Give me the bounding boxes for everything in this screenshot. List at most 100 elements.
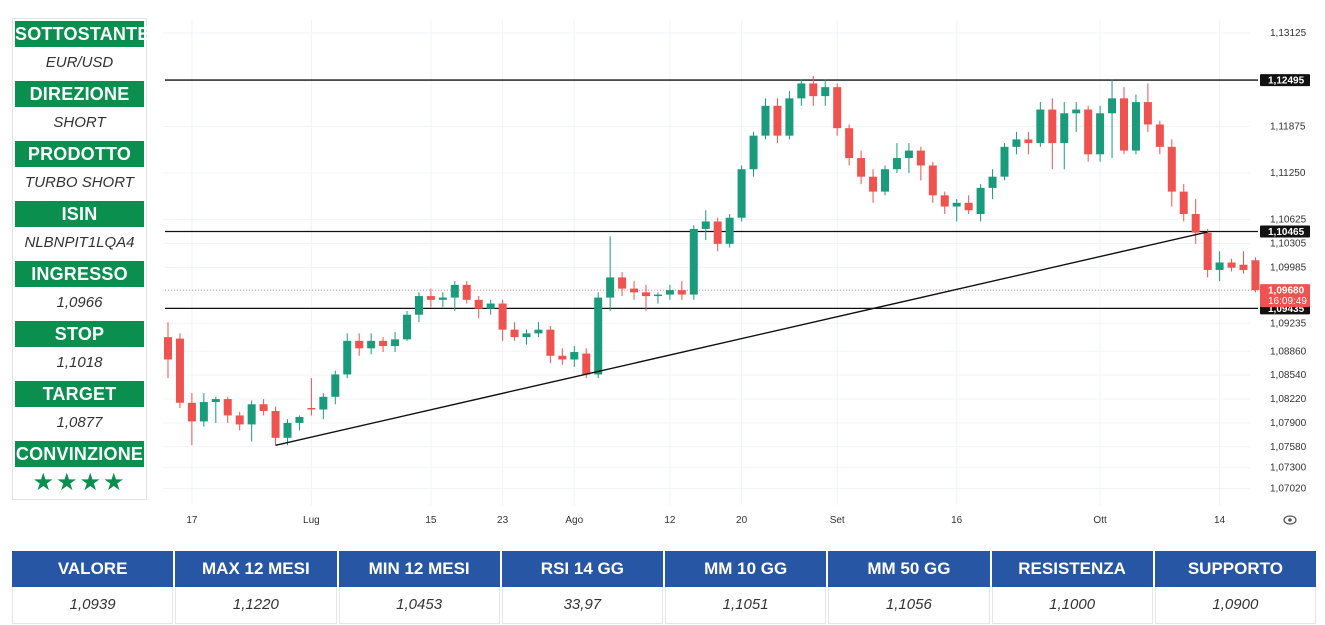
candle-body [283, 422, 292, 438]
candle [653, 292, 662, 304]
candle-body [295, 416, 304, 423]
stat-value: 1,0453 [338, 587, 500, 624]
candle [881, 165, 889, 196]
candle-body [1084, 109, 1093, 155]
candle [940, 191, 949, 214]
info-value: ★★★★ [32, 469, 127, 496]
candle-body [1167, 146, 1176, 192]
candle [725, 214, 734, 248]
x-tick-label: Set [830, 515, 845, 526]
candle-body [1239, 264, 1248, 270]
candle [1251, 257, 1260, 293]
y-tick-label: 1,11875 [1270, 121, 1306, 132]
candle [414, 292, 423, 323]
candle [630, 281, 639, 300]
info-value: 1,0877 [56, 414, 103, 431]
candle [904, 143, 913, 173]
candle [761, 98, 770, 140]
y-tick-label: 1,09235 [1270, 318, 1307, 329]
candle-body [1048, 109, 1057, 144]
info-label: DIREZIONE [15, 81, 144, 107]
candle [379, 337, 388, 353]
candle [988, 169, 997, 200]
candle [1203, 228, 1212, 278]
candle-body [498, 303, 507, 330]
candle-body [1060, 113, 1069, 144]
settings-eye-icon[interactable] [1283, 515, 1297, 525]
x-tick-label: 20 [736, 515, 748, 526]
candle [319, 393, 328, 420]
candle [797, 79, 806, 106]
y-tick-label: 1,07020 [1270, 484, 1307, 495]
candle-body [1012, 139, 1021, 147]
candle-body [785, 98, 794, 136]
candle [510, 322, 519, 341]
candle [677, 281, 686, 300]
candle-body [570, 352, 579, 360]
candle-body [391, 339, 400, 347]
x-tick-label: 23 [497, 515, 509, 526]
current-price-label: 1,09680 [1268, 286, 1305, 297]
x-axis: 17 Lug 15 23 Ago 12 20 Set 16 Ott 14 [186, 515, 1225, 526]
candle-body [319, 396, 328, 410]
candle [403, 311, 411, 341]
stat-column: VALORE 1,0939 [12, 551, 174, 624]
candle-body [630, 288, 639, 293]
candlestick-chart: 1,13125 1,11875 1,11250 1,10625 1,10305 1,099… [163, 20, 1310, 526]
info-value: 1,0966 [56, 294, 103, 311]
candle [845, 124, 854, 166]
candle [164, 322, 172, 379]
trendline [275, 231, 1208, 446]
stat-column: MAX 12 MESI 1,1220 [175, 551, 337, 624]
candle-body [677, 290, 686, 295]
candle [295, 415, 304, 431]
candle-body [642, 292, 650, 297]
y-tick-label: 1,07300 [1270, 463, 1307, 474]
x-tick-label: 16 [951, 515, 963, 526]
candle-body [821, 87, 830, 97]
candle [211, 396, 220, 423]
candle [892, 143, 901, 173]
stat-label: RESISTENZA [991, 551, 1153, 587]
stat-label: MM 10 GG [665, 551, 827, 587]
stat-label: MAX 12 MESI [175, 551, 337, 587]
stat-column: SUPPORTO 1,0900 [1154, 551, 1316, 624]
candle-body [223, 399, 232, 416]
candle-body [594, 297, 603, 375]
candle [558, 348, 567, 365]
candle [1155, 120, 1164, 155]
candle [642, 284, 650, 311]
candle [343, 333, 352, 379]
candle [1179, 184, 1188, 222]
candle-body [1108, 98, 1117, 114]
y-tick-label: 1,13125 [1270, 28, 1307, 39]
x-tick-label: 14 [1214, 515, 1226, 526]
candle [438, 292, 447, 308]
candle-body [1227, 262, 1236, 268]
stat-column: MM 10 GG 1,1051 [665, 551, 827, 624]
candle-body [845, 128, 854, 159]
info-label: TARGET [15, 381, 144, 407]
candle [1096, 105, 1105, 162]
candle-body [797, 83, 806, 99]
candle-body [928, 165, 937, 196]
stat-value: 1,1000 [991, 587, 1153, 624]
candle [689, 225, 698, 300]
candles [164, 75, 1272, 446]
candle-body [952, 202, 961, 207]
candle [570, 346, 579, 367]
stat-column: RESISTENZA 1,1000 [991, 551, 1153, 624]
candle-body [1131, 102, 1140, 151]
level-badge: 1,12495 [1260, 74, 1310, 87]
info-value: EUR/USD [45, 54, 114, 71]
candle-body [235, 415, 244, 425]
candle [701, 210, 710, 241]
candle [582, 348, 591, 379]
candle-body [606, 277, 615, 298]
stat-column: MM 50 GG 1,1056 [828, 551, 990, 624]
candle-body [749, 135, 758, 170]
candle [869, 169, 878, 203]
candle-body [1024, 139, 1033, 144]
candle-body [976, 187, 985, 214]
candle [534, 322, 543, 338]
